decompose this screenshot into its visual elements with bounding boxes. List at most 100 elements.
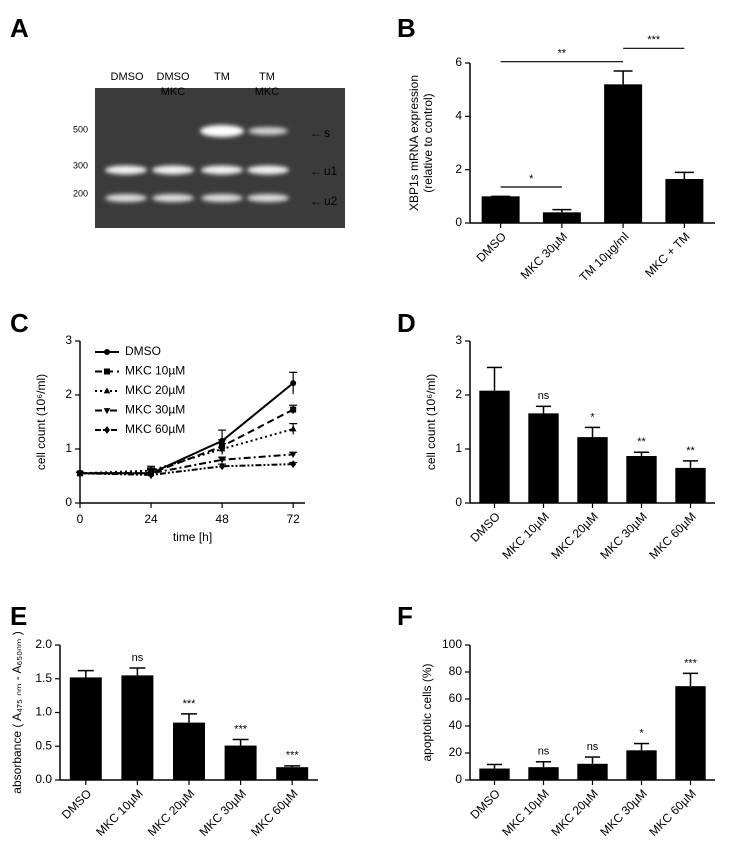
band-arrow: ←: [310, 194, 322, 208]
significance-label: *: [590, 411, 595, 423]
x-tick-label: MKC 20µM: [548, 786, 601, 839]
significance-bracket: ***: [623, 34, 685, 49]
bar: [224, 745, 257, 780]
marker: [289, 425, 297, 432]
series-line: [79, 463, 294, 476]
significance-label: ns: [587, 741, 599, 753]
significance-label: ***: [684, 657, 698, 669]
x-tick-label: MKC 60µM: [248, 786, 301, 839]
bar: [479, 768, 510, 780]
y-tick-label: 0: [455, 495, 462, 509]
y-axis-label: (relative to control): [421, 93, 435, 192]
error-bar: [535, 761, 552, 768]
error-bar: [613, 70, 633, 85]
y-tick-label: 0: [455, 772, 462, 786]
error-bar: [77, 669, 94, 678]
significance-label: **: [686, 445, 695, 457]
bar: [481, 196, 520, 223]
x-tick-label: DMSO: [468, 786, 503, 821]
y-tick-label: 60: [449, 691, 463, 705]
legend-label: MKC 10µM: [125, 364, 185, 378]
lane-label: DMSO: [157, 71, 190, 83]
error-bar: [181, 713, 197, 723]
y-axis-label: XBP1s mRNA expression: [407, 75, 421, 211]
error-bar: [552, 208, 572, 213]
significance-label: ns: [132, 652, 144, 664]
panel-letters: A B C D E F: [10, 13, 416, 631]
error-bar: [682, 460, 699, 468]
lane-label: MKC: [161, 86, 186, 98]
bar: [626, 456, 657, 503]
y-tick-label: 100: [442, 637, 462, 651]
gel-image: [95, 88, 345, 228]
y-tick-label: 1: [65, 441, 72, 455]
x-tick-label: TM 10µg/ml: [577, 229, 632, 284]
error-bar: [284, 765, 301, 768]
size-marker: 500: [73, 124, 88, 134]
x-tick-label: DMSO: [474, 229, 509, 264]
significance-label: ns: [538, 746, 550, 758]
bracket-label: **: [558, 48, 567, 60]
marker: [290, 460, 297, 469]
significance-label: ***: [286, 750, 300, 762]
legend-marker: [104, 349, 110, 355]
error-bar: [486, 763, 503, 769]
series-line: [80, 408, 294, 475]
bar: [577, 437, 608, 503]
band-label: s: [324, 126, 330, 140]
legend-marker: [103, 408, 111, 415]
panel-letter: A: [10, 13, 29, 43]
x-tick-label: MKC 10µM: [499, 786, 552, 839]
y-axis-label: cell count (10⁶/ml): [424, 374, 438, 470]
x-tick-label: MKC 30µM: [196, 786, 249, 839]
x-tick-label: MKC 20µM: [145, 786, 198, 839]
y-tick-label: 0: [65, 495, 72, 509]
x-tick-label: MKC 20µM: [548, 509, 601, 562]
error-bar: [674, 171, 694, 179]
band: [247, 194, 289, 202]
band: [105, 165, 147, 175]
marker: [218, 445, 226, 452]
band: [200, 125, 244, 137]
legend-label: MKC 30µM: [125, 403, 185, 417]
panel-letter: D: [397, 308, 416, 338]
error-bar: [682, 672, 699, 687]
y-tick-label: 20: [449, 745, 463, 759]
band-arrow: ←: [310, 126, 322, 140]
y-tick-label: 3: [455, 333, 462, 347]
y-tick-label: 3: [65, 333, 72, 347]
bar: [675, 467, 706, 503]
x-tick-label: MKC 60µM: [646, 786, 699, 839]
gel: DMSO DMSO MKC TM TM MKC 500 300 200 ← s …: [73, 71, 345, 228]
legend-marker: [103, 387, 111, 394]
x-tick-label: 48: [215, 512, 229, 526]
error-bar: [129, 667, 146, 676]
lane-label: TM: [259, 71, 275, 83]
significance-bracket: *: [500, 173, 562, 188]
marker: [290, 406, 297, 413]
significance-label: *: [639, 727, 644, 739]
bar: [276, 767, 309, 780]
x-tick-label: 0: [77, 512, 84, 526]
marker: [218, 457, 226, 464]
error-bar: [232, 738, 249, 746]
y-axis-label: absorbance ( A₄₇₅ ₙₘ - A₆₅₀ₙₘ ): [10, 631, 24, 793]
band: [152, 165, 194, 175]
bar: [173, 722, 205, 780]
error-bar: [633, 742, 650, 751]
bar: [604, 84, 643, 223]
band-label: u1: [324, 164, 338, 178]
panel-letter: B: [397, 13, 416, 43]
band: [201, 165, 243, 175]
y-tick-label: 80: [449, 664, 463, 678]
band: [152, 194, 194, 202]
band: [201, 194, 243, 202]
significance-label: ***: [234, 723, 248, 735]
bracket-label: ***: [647, 34, 661, 46]
y-tick-label: 4: [455, 109, 462, 123]
error-bar: [584, 756, 601, 764]
panel-letter: E: [10, 601, 27, 631]
legend-label: MKC 60µM: [125, 422, 185, 436]
panel-letter: C: [10, 308, 29, 338]
legend-marker: [104, 368, 110, 375]
